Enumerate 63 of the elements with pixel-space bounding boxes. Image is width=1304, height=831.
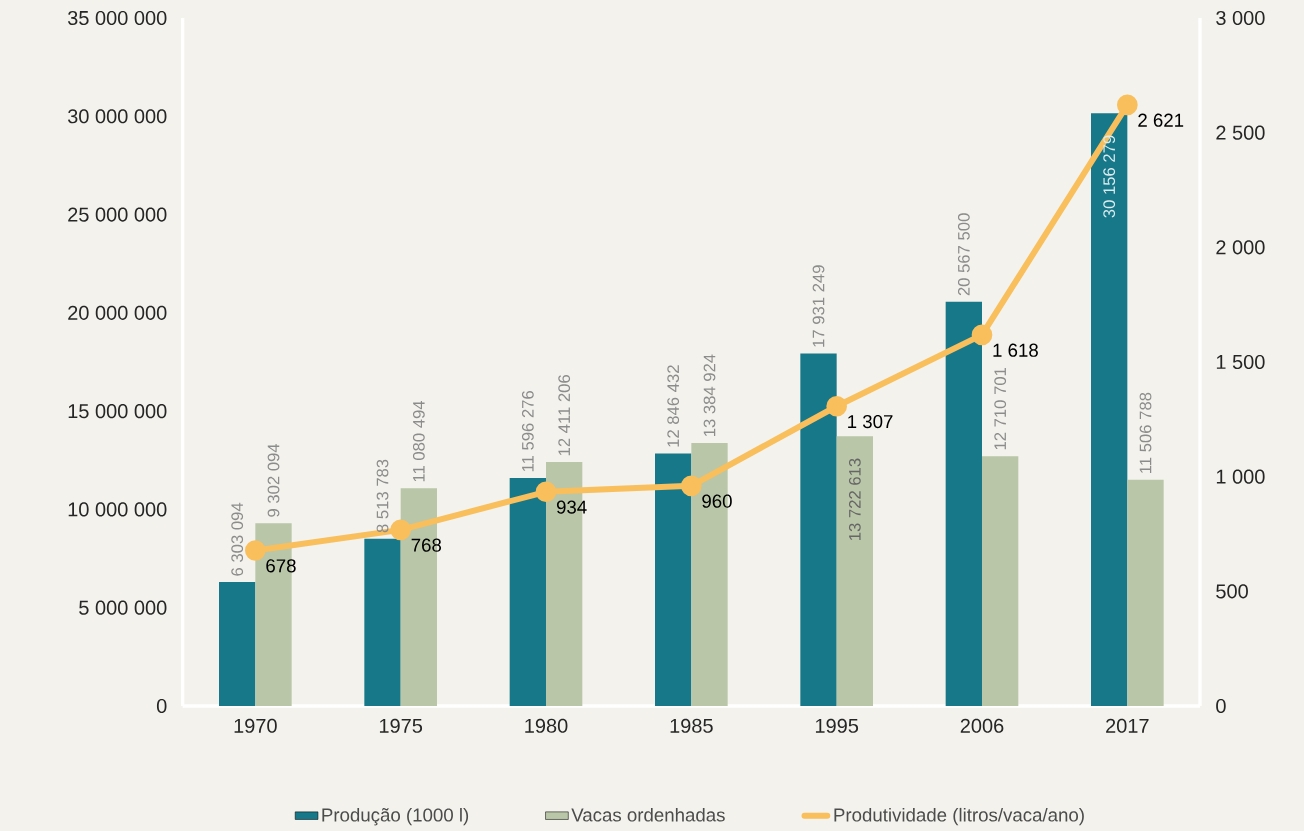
bar [982,456,1019,706]
point [535,481,557,503]
data-label: 2 621 [1138,113,1184,127]
bar [509,478,546,706]
point [1117,94,1138,116]
data-label: 934 [556,500,587,514]
data-label: 11 596 276 [521,391,534,472]
y2-tick-label: 3 000 [1216,10,1265,26]
point [390,519,411,541]
bar [836,436,873,706]
y2-tick-label: 1 500 [1216,354,1265,370]
bar [1091,113,1128,706]
y-tick-label: 25 000 000 [68,207,167,222]
y-tick-label: 15 000 000 [68,404,167,419]
point [826,395,847,417]
x-tick-label: 2006 [960,718,1004,733]
y2-tick-label: 0 [1216,698,1226,714]
point [245,540,266,561]
legend-label: Produtividade (litros/vaca/ano) [834,807,1084,826]
point [971,324,993,346]
y-tick-label: 0 [156,698,167,714]
data-label: 678 [266,559,296,573]
y-tick-label: 10 000 000 [68,502,167,517]
data-label: 12 846 432 [667,365,680,447]
x-tick-label: 1975 [379,718,423,733]
x-tick-label: 2017 [1106,718,1149,733]
x-tick-label: 1980 [525,718,568,733]
data-label: 9 302 094 [267,443,280,517]
x-tick-label: 1985 [670,718,713,733]
bar [800,353,837,706]
x-tick-label: 1995 [815,718,859,733]
data-label: 1 618 [993,343,1038,357]
bar [219,582,256,706]
bar [364,538,401,706]
y2-tick-label: 1 000 [1216,469,1265,484]
data-label: 13 384 924 [703,354,716,436]
bar [655,453,692,706]
data-label: 30 156 279 [1103,135,1116,218]
data-label: 768 [411,538,442,552]
data-label: 12 411 206 [558,375,571,456]
bar [945,301,982,706]
legend-label: Produção (1000 l) [322,807,469,826]
y-tick-label: 35 000 000 [67,10,167,26]
y-tick-label: 30 000 000 [67,109,167,124]
y-tick-label: 20 000 000 [68,305,167,320]
data-label: 11 506 788 [1139,392,1152,473]
data-label: 960 [702,494,732,508]
y2-tick-label: 500 [1216,584,1248,599]
y2-tick-label: 2 500 [1216,125,1265,140]
y-tick-label: 5 000 000 [79,600,167,615]
data-label: 11 080 494 [412,400,425,482]
data-label: 6 303 094 [231,502,244,576]
x-tick-label: 1970 [234,718,277,733]
legend-label: Vacas ordenhadas [571,807,725,822]
data-label: 13 722 613 [848,458,861,540]
point [681,475,702,497]
data-label: 12 710 701 [994,367,1007,450]
y2-tick-label: 2 000 [1216,240,1265,255]
data-label: 20 567 500 [957,213,970,296]
data-label: 1 307 [848,414,893,429]
bar [1127,479,1164,706]
data-label: 8 513 783 [376,459,389,533]
data-label: 17 931 249 [812,265,825,347]
